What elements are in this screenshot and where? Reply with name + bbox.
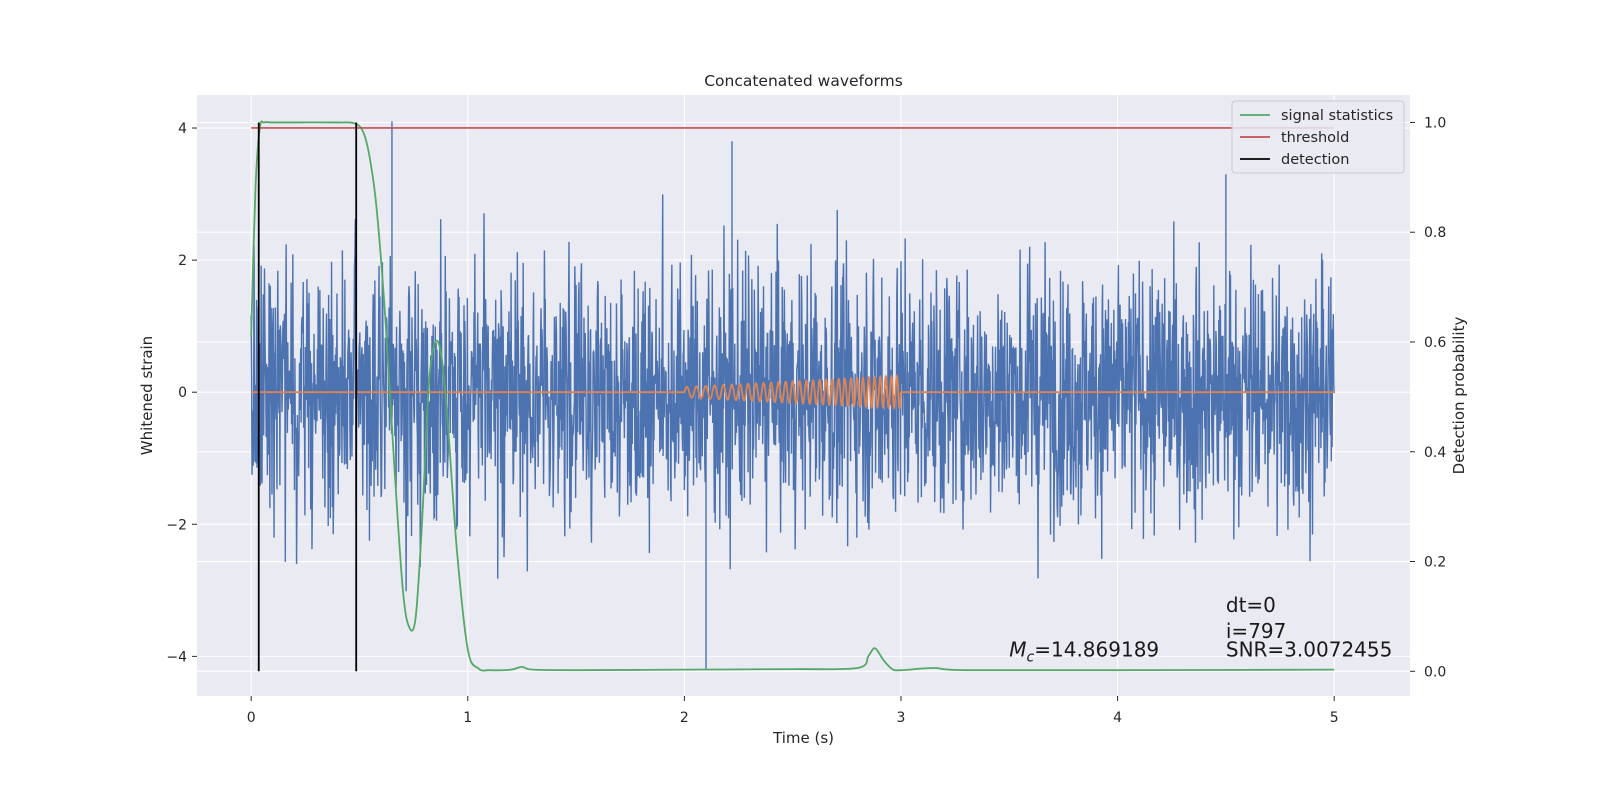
snr-annotation: SNR=3.0072455	[1226, 637, 1392, 661]
series-layer	[250, 120, 1335, 672]
y2-tick-label: 0.2	[1424, 555, 1446, 571]
series-detection-lines	[257, 122, 358, 672]
x-tick-label: 5	[1330, 710, 1339, 726]
index-annotation: i=797	[1226, 619, 1287, 643]
legend: signal statistics threshold detection	[1231, 100, 1405, 174]
legend-box	[1231, 100, 1405, 174]
series-whitened-strain-line	[250, 121, 1335, 670]
series-signal-statistics-line	[250, 120, 1335, 672]
chart-title: Concatenated waveforms	[704, 72, 903, 90]
axis-ticks: 0 1 2 3 4 5 −4 −2 0 2 4 0.0 0.2 0.4 0.6 0.8 1.0	[166, 115, 1446, 726]
y2-tick-label: 0.4	[1424, 445, 1446, 461]
x-axis-label: Time (s)	[772, 729, 834, 747]
x-tick-label: 3	[897, 710, 906, 726]
x-tick-label: 0	[247, 710, 256, 726]
chirp-mass-annotation: Mc=14.869189	[1009, 637, 1159, 665]
y-tick-label: −4	[166, 649, 187, 665]
y-tick-label: 0	[178, 385, 187, 401]
y2-tick-label: 1.0	[1424, 115, 1446, 131]
annotations: Mc=14.869189 dt=0 i=797 SNR=3.0072455	[1009, 593, 1392, 665]
legend-label-threshold: threshold	[1281, 130, 1349, 146]
x-tick-label: 4	[1113, 710, 1122, 726]
legend-label-signal-statistics: signal statistics	[1281, 108, 1393, 124]
y-tick-label: −2	[166, 517, 187, 533]
series-injected-waveform-line	[251, 373, 1335, 411]
y-tick-label: 4	[178, 121, 187, 137]
y2-tick-label: 0.6	[1424, 335, 1446, 351]
y-axis-label: Whitened strain	[138, 336, 156, 455]
y-tick-label: 2	[178, 253, 187, 269]
y2-axis-label: Detection probability	[1450, 317, 1468, 475]
x-tick-label: 2	[680, 710, 689, 726]
y2-tick-label: 0.0	[1424, 664, 1446, 680]
y2-tick-label: 0.8	[1424, 225, 1446, 241]
legend-label-detection: detection	[1281, 152, 1349, 168]
dt-annotation: dt=0	[1226, 593, 1276, 617]
x-tick-label: 1	[463, 710, 472, 726]
